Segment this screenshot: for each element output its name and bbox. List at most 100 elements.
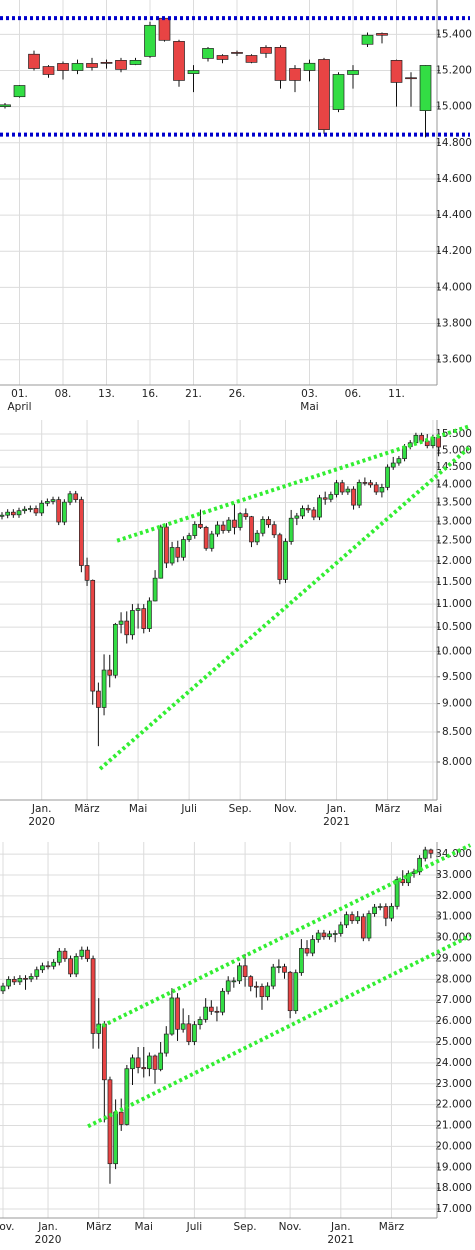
y-tick-label: 19.000 (435, 1161, 472, 1173)
candle-body (376, 33, 388, 36)
candle-body (288, 517, 294, 542)
candle-body (198, 523, 203, 528)
candle-body (360, 916, 366, 939)
candle-body (385, 466, 390, 488)
candle-body (327, 933, 332, 937)
candle-body (135, 608, 141, 611)
y-tick-label: 23.000 (435, 1078, 472, 1090)
y-tick-label: 15.400 (435, 28, 472, 40)
candle-body (169, 547, 175, 564)
y-tick-label: 14.400 (435, 209, 472, 221)
candle-body (208, 1006, 214, 1012)
candle-body (68, 958, 73, 975)
candle-body (34, 969, 40, 977)
candle-body (180, 1023, 186, 1030)
candle-body (355, 916, 361, 922)
y-tick-label: 17.000 (435, 1203, 472, 1215)
candle-body (245, 55, 258, 63)
candle-body (226, 519, 232, 531)
y-tick-label: 10.500 (435, 621, 472, 633)
x-tick-label: Nov. (274, 803, 297, 815)
y-tick-label: 12.500 (435, 535, 472, 547)
y-tick-label: 14.500 (435, 461, 472, 473)
y-tick-label: 26.000 (435, 1015, 472, 1027)
y-tick-label: 18.000 (435, 1182, 472, 1194)
candle-body (16, 510, 22, 516)
candle-body (79, 499, 84, 566)
candle-body (152, 1055, 158, 1070)
candle-body (107, 1079, 113, 1165)
candle-body (334, 482, 339, 495)
y-tick-label: 14.800 (435, 137, 472, 149)
candle-body (28, 53, 40, 69)
candle-body (276, 966, 282, 968)
candle-body (135, 1057, 141, 1068)
x-tick-label: 21. (185, 388, 202, 400)
candle-body (271, 524, 277, 536)
candle-body (390, 60, 403, 83)
x-tick-label: Juli (180, 803, 197, 815)
y-tick-label: 27.000 (435, 994, 472, 1006)
candle-body (216, 55, 229, 60)
candle-body (249, 516, 254, 543)
x-tick-label: Jan. (37, 1221, 58, 1233)
candle-body (73, 956, 79, 975)
candle-body (0, 985, 6, 992)
candle-body (40, 965, 45, 971)
candle-body (203, 1006, 209, 1020)
candle-body (118, 1111, 124, 1125)
candle-body (28, 976, 34, 980)
candle-body (332, 933, 338, 935)
y-tick-label: 8.000 (442, 756, 472, 768)
candle-body (86, 63, 98, 68)
x-tick-label: Sep. (229, 803, 252, 815)
candle-body (368, 482, 373, 486)
candle-body (169, 997, 175, 1035)
candle-body (50, 499, 56, 502)
candle-body (220, 524, 226, 531)
candle-body (130, 1057, 135, 1070)
y-tick-label: 14.000 (435, 479, 472, 491)
candle-body (192, 1024, 197, 1042)
candle-body (67, 493, 73, 503)
y-tick-label: 32.000 (435, 890, 472, 902)
candle-body (265, 985, 270, 998)
candle-body (57, 63, 69, 71)
candle-body (254, 985, 259, 988)
x-tick-label: Mai (129, 803, 147, 815)
candle-body (260, 519, 266, 534)
y-tick-label: 15.000 (435, 101, 472, 113)
candle-body (405, 77, 417, 80)
plot-area (0, 842, 437, 1218)
x-tick-label: 06. (345, 388, 362, 400)
y-tick-label: 28.000 (435, 973, 472, 985)
candle-body (220, 990, 225, 1013)
candle-body (277, 534, 283, 580)
candle-body (96, 690, 101, 708)
candle-body (85, 949, 90, 960)
candle-body (51, 961, 57, 967)
candle-body (347, 70, 359, 75)
candle-body (0, 514, 5, 517)
candle-body (84, 565, 90, 581)
y-tick-label: 8.500 (442, 726, 472, 738)
y-tick-label: 13.500 (435, 497, 472, 509)
x-tick-label: 01. (11, 388, 28, 400)
candle-body (366, 913, 372, 939)
x-tick-label: Jan. (31, 803, 52, 815)
candle-body (175, 997, 180, 1030)
candle-body (202, 48, 214, 59)
candle-body (237, 965, 242, 982)
x-tick-label: März (379, 1221, 405, 1233)
candle-body (390, 462, 396, 468)
trend-line (116, 424, 471, 543)
x-tick-label: 16. (142, 388, 159, 400)
candle-body (243, 513, 249, 518)
candle-body (339, 482, 345, 493)
candle-body (232, 519, 237, 528)
x-tick-label: 11. (388, 388, 405, 400)
candle-body (248, 976, 254, 987)
candle-body (158, 526, 164, 579)
candle-body (260, 47, 272, 54)
trend-line (98, 445, 472, 771)
